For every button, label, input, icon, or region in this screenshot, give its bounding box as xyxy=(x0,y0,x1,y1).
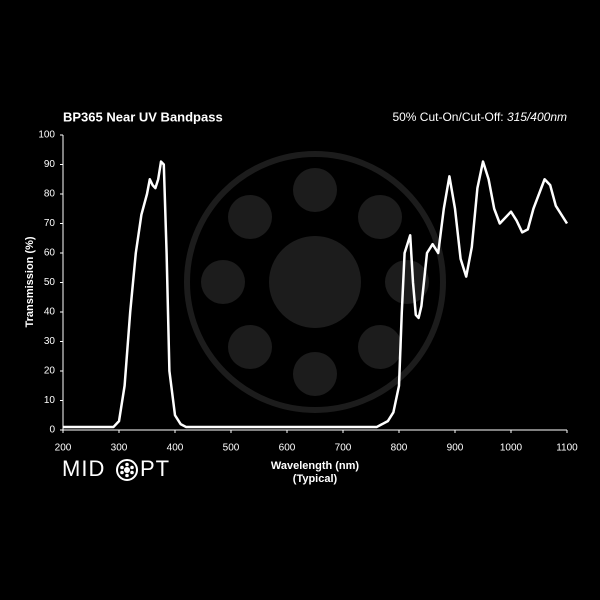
y-tick-label: 40 xyxy=(44,307,56,318)
x-axis-label: Wavelength (nm) xyxy=(271,460,360,472)
y-tick-label: 50 xyxy=(44,277,56,288)
y-axis-label: Transmission (%) xyxy=(24,236,36,327)
x-tick-label: 500 xyxy=(223,443,240,454)
chart-title: BP365 Near UV Bandpass xyxy=(63,109,223,124)
x-tick-label: 900 xyxy=(447,443,464,454)
logo-icon xyxy=(116,459,138,481)
x-tick-label: 700 xyxy=(335,443,352,454)
watermark xyxy=(184,151,446,413)
y-tick-label: 20 xyxy=(44,366,56,377)
x-tick-label: 1000 xyxy=(500,443,523,454)
x-tick-label: 800 xyxy=(391,443,408,454)
y-tick-label: 0 xyxy=(49,425,55,436)
logo-right: PT xyxy=(140,456,170,481)
x-tick-label: 200 xyxy=(55,443,72,454)
x-tick-label: 300 xyxy=(111,443,128,454)
y-tick-label: 80 xyxy=(44,189,56,200)
y-tick-label: 100 xyxy=(38,130,55,141)
x-tick-label: 1100 xyxy=(556,443,578,454)
x-tick-label: 400 xyxy=(167,443,184,454)
y-tick-label: 70 xyxy=(44,218,56,229)
y-tick-label: 90 xyxy=(44,159,56,170)
x-axis-note: (Typical) xyxy=(293,473,338,485)
y-tick-label: 10 xyxy=(44,395,56,406)
y-tick-label: 60 xyxy=(44,248,56,259)
data-line xyxy=(63,160,569,429)
x-tick-label: 600 xyxy=(279,443,296,454)
logo: MID PT xyxy=(62,456,170,481)
y-tick-label: 30 xyxy=(44,336,56,347)
subtitle-text: 50% Cut-On/Cut-Off: xyxy=(392,110,503,124)
subtitle: 50% Cut-On/Cut-Off: 315/400nm xyxy=(392,110,567,124)
logo-left: MID xyxy=(62,456,105,481)
subtitle-value: 315/400nm xyxy=(507,110,567,124)
